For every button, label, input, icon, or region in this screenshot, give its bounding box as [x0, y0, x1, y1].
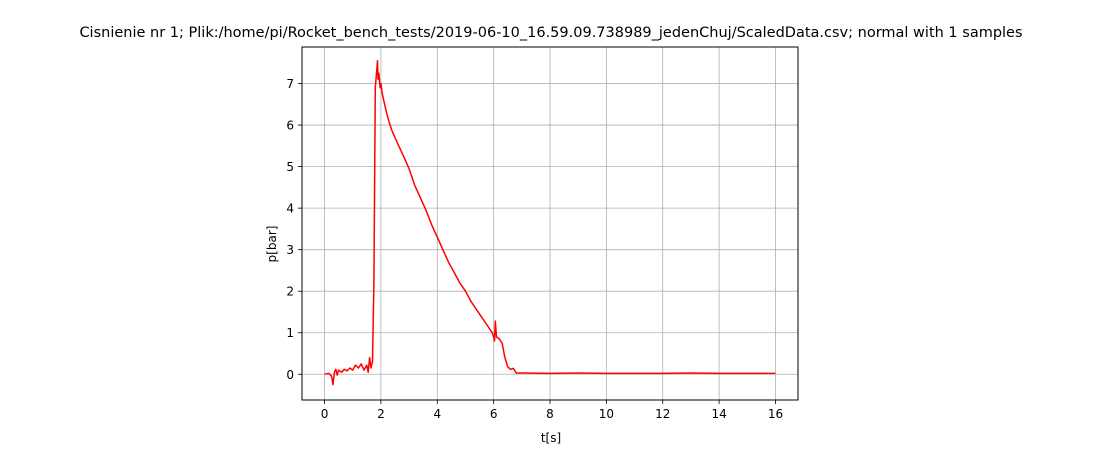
series-line-0: [324, 59, 776, 386]
x-tick-label-1: 2: [377, 407, 385, 421]
x-axis-label: t[s]: [541, 431, 561, 445]
y-tick-label-0: 0: [286, 368, 294, 382]
x-tick-label-7: 14: [711, 407, 726, 421]
y-tick-label-1: 1: [286, 326, 294, 340]
x-axis-ticks: 0 2 4 6 8 10 12 14 16: [321, 400, 783, 421]
grid-lines: [302, 47, 798, 400]
x-tick-label-2: 4: [433, 407, 441, 421]
x-tick-label-4: 8: [546, 407, 554, 421]
y-tick-label-4: 4: [286, 202, 294, 216]
y-tick-label-3: 3: [286, 243, 294, 257]
x-tick-label-8: 16: [768, 407, 783, 421]
x-tick-label-0: 0: [321, 407, 329, 421]
y-tick-label-7: 7: [286, 77, 294, 91]
y-tick-label-2: 2: [286, 285, 294, 299]
x-tick-label-5: 10: [599, 407, 614, 421]
y-axis-ticks: 0 1 2 3 4 5 6 7: [286, 77, 302, 382]
series-layer: [324, 59, 776, 386]
x-tick-label-3: 6: [490, 407, 498, 421]
y-tick-label-6: 6: [286, 119, 294, 133]
x-tick-label-6: 12: [655, 407, 670, 421]
y-tick-label-5: 5: [286, 160, 294, 174]
y-axis-label: p[bar]: [265, 226, 279, 263]
chart-title: Cisnienie nr 1; Plik:/home/pi/Rocket_ben…: [79, 25, 1022, 41]
